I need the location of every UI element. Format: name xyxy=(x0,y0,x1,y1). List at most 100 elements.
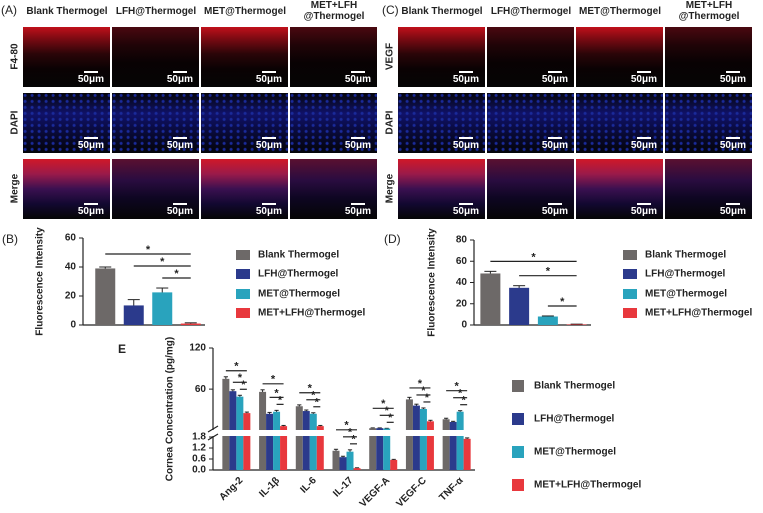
micrograph: 50μm xyxy=(398,159,485,219)
x-tick-label: IL-1β xyxy=(257,475,282,500)
legend-label: MET@Thermogel xyxy=(645,289,727,300)
bar xyxy=(383,428,391,470)
micrograph: 50μm xyxy=(290,93,377,153)
panel-label: (A) xyxy=(1,3,17,17)
significance-label: * xyxy=(234,361,239,373)
legend-label: Blank Thermogel xyxy=(534,381,615,392)
micrograph: 50μm xyxy=(576,93,663,153)
panel-label: (C) xyxy=(382,3,399,17)
column-header: Blank Thermogel xyxy=(26,6,108,17)
panel-label: (B) xyxy=(2,232,18,246)
significance-label: * xyxy=(385,405,390,417)
y-tick-label: 60 xyxy=(65,233,77,244)
bar xyxy=(463,438,471,470)
bar xyxy=(152,292,173,325)
bar xyxy=(339,457,347,470)
micrograph: 50μm xyxy=(201,159,288,219)
bar xyxy=(419,408,427,470)
scale-bar: 50μm xyxy=(78,137,104,151)
significance-label: * xyxy=(344,420,349,432)
legend-swatch xyxy=(512,380,524,392)
scale-bar: 50μm xyxy=(345,203,371,217)
bar xyxy=(353,468,361,470)
significance-label: * xyxy=(381,398,386,410)
scale-bar: 50μm xyxy=(167,137,193,151)
y-tick-label: 40 xyxy=(65,262,77,273)
y-tick-label: 20 xyxy=(456,298,468,309)
panel-label: E xyxy=(118,342,126,356)
significance-label: * xyxy=(531,251,536,263)
y-tick-label: 120 xyxy=(189,343,206,354)
bar xyxy=(180,323,201,325)
micrograph: 50μm xyxy=(201,93,288,153)
scale-bar: 50μm xyxy=(453,71,479,85)
significance-label: * xyxy=(274,387,279,399)
bar xyxy=(280,426,288,470)
significance-label: * xyxy=(238,372,243,384)
scale-bar: 50μm xyxy=(542,203,568,217)
bar xyxy=(302,411,310,470)
x-tick-label: IL-17 xyxy=(331,475,356,500)
scale-bar: 50μm xyxy=(542,71,568,85)
bar xyxy=(123,305,144,325)
scale-bar: 50μm xyxy=(345,137,371,151)
break-mark xyxy=(207,425,219,433)
significance-label: * xyxy=(462,395,467,407)
column-header: LFH@Thermogel xyxy=(490,6,572,17)
micrograph: 50μm xyxy=(576,27,663,87)
bar xyxy=(390,459,398,470)
scale-bar: 50μm xyxy=(167,71,193,85)
y-axis-title: Cornea Concentration (pg/mg) xyxy=(165,337,176,481)
micrograph: 50μm xyxy=(576,159,663,219)
y-tick-label: 40 xyxy=(456,277,468,288)
scale-bar: 50μm xyxy=(78,203,104,217)
legend-swatch xyxy=(236,269,250,279)
bar xyxy=(316,426,324,470)
micrograph: 50μm xyxy=(112,159,199,219)
significance-label: * xyxy=(160,256,165,268)
micrograph: 50μm xyxy=(23,27,110,87)
significance-label: * xyxy=(308,383,313,395)
column-header: MET@Thermogel xyxy=(579,6,661,17)
legend-swatch xyxy=(623,269,637,279)
y-tick-label: 20 xyxy=(65,291,77,302)
significance-label: * xyxy=(425,392,430,404)
column-header: LFH@Thermogel xyxy=(115,6,197,17)
panel-label: (D) xyxy=(384,232,401,246)
bar xyxy=(309,413,317,470)
bar xyxy=(266,413,274,470)
legend-swatch xyxy=(236,250,250,260)
legend-label: MET+LFH@Thermogel xyxy=(645,308,752,319)
significance-label: * xyxy=(458,388,463,400)
y-axis-title: Fluorescence Intensity xyxy=(35,227,46,336)
bar xyxy=(412,405,420,470)
significance-label: * xyxy=(560,296,565,308)
x-tick-label: IL-6 xyxy=(298,475,319,496)
legend-swatch xyxy=(623,289,637,299)
image-panel: (C) Blank Thermogel LFH@Thermogel MET@Therm… xyxy=(381,0,762,225)
y-tick-label: 0.0 xyxy=(192,465,206,476)
y-tick-label: 0.6 xyxy=(192,454,206,465)
axis-break xyxy=(207,430,475,436)
micrograph: 50μm xyxy=(665,93,752,153)
legend-label: Blank Thermogel xyxy=(645,250,726,261)
bar xyxy=(346,451,354,470)
bar xyxy=(95,268,116,325)
bar xyxy=(369,428,377,470)
micrograph: 50μm xyxy=(23,93,110,153)
scale-bar: 50μm xyxy=(256,137,282,151)
legend-label: MET+LFH@Thermogel xyxy=(258,308,365,319)
significance-label: * xyxy=(241,379,246,391)
scale-bar: 50μm xyxy=(256,203,282,217)
scale-bar: 50μm xyxy=(345,71,371,85)
bar xyxy=(442,419,450,470)
micrograph: 50μm xyxy=(398,93,485,153)
significance-label: * xyxy=(348,427,353,439)
significance-label: * xyxy=(271,374,276,386)
micrograph: 50μm xyxy=(23,159,110,219)
micrograph: 50μm xyxy=(398,27,485,87)
x-tick-label: VEGF-A xyxy=(358,475,392,509)
scale-bar: 50μm xyxy=(720,203,746,217)
